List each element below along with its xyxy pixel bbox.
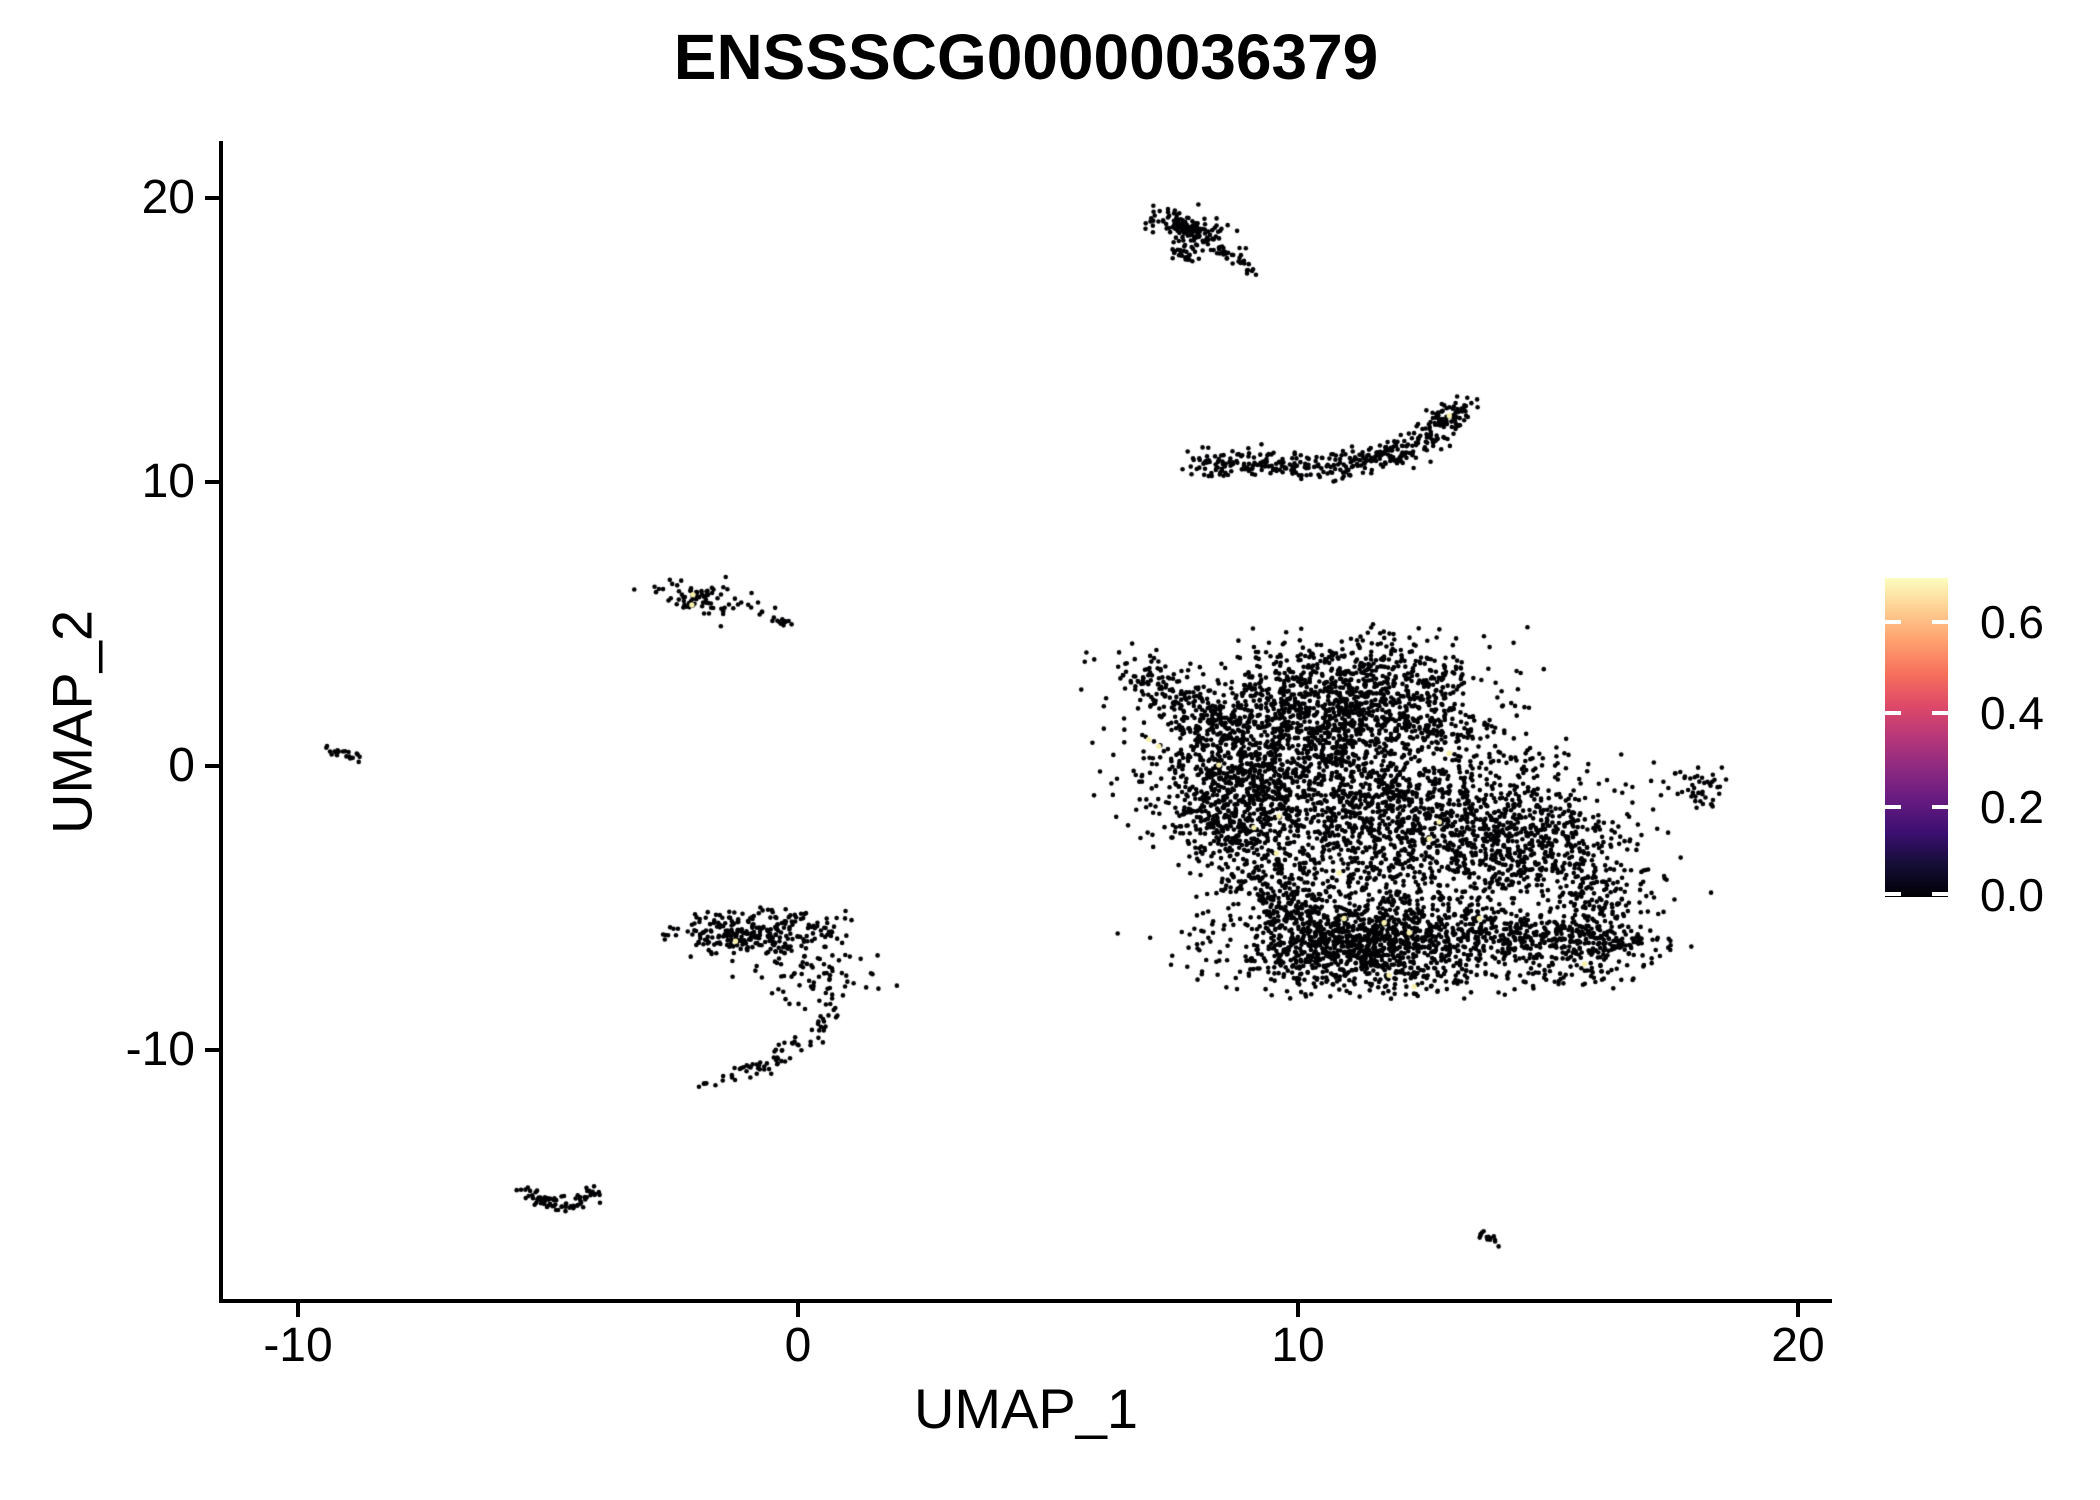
colorbar-tick-label: 0.2 [1980, 781, 2044, 833]
colorbar-notch [1932, 620, 1948, 624]
y-tick-label: 10 [141, 455, 195, 508]
colorbar-tick-label: 0.4 [1980, 687, 2044, 739]
y-tick-label: 20 [141, 171, 195, 224]
y-tick [205, 196, 219, 200]
y-axis-title: UMAP_2 [40, 609, 104, 835]
colorbar-notch [1932, 711, 1948, 715]
colorbar-notch [1885, 620, 1901, 624]
colorbar-tick-label: 0.0 [1980, 869, 2044, 921]
y-tick-label: -10 [125, 1023, 195, 1076]
colorbar-notch [1932, 892, 1948, 896]
y-axis-line [219, 141, 223, 1303]
colorbar-gradient [1885, 578, 1948, 897]
x-axis-title: UMAP_1 [913, 1377, 1139, 1440]
scatter-points-canvas [222, 143, 1830, 1302]
y-tick [205, 1048, 219, 1052]
colorbar-tick-label: 0.6 [1980, 596, 2044, 648]
x-tick [796, 1303, 800, 1317]
colorbar-notch [1885, 711, 1901, 715]
x-tick-label: 20 [1771, 1319, 1825, 1372]
y-tick [205, 480, 219, 484]
x-tick-label: 10 [1271, 1319, 1325, 1372]
colorbar-notch [1885, 805, 1901, 809]
x-tick [296, 1303, 300, 1317]
colorbar-notch [1932, 805, 1948, 809]
x-tick-label: 0 [784, 1319, 812, 1372]
x-tick [1796, 1303, 1800, 1317]
y-tick-label: 0 [168, 739, 195, 792]
x-axis-line [219, 1299, 1832, 1303]
x-tick [1296, 1303, 1300, 1317]
plot-title: ENSSSCG00000036379 [673, 21, 1379, 93]
colorbar-notch [1885, 892, 1901, 896]
y-tick [205, 764, 219, 768]
x-tick-label: -10 [263, 1319, 333, 1372]
